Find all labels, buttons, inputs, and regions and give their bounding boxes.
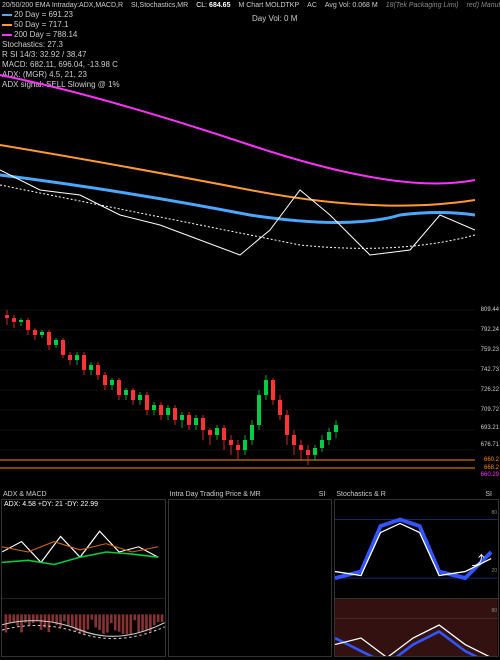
title2: SI,Stochastics,MR — [131, 2, 188, 9]
svg-text:⤴: ⤴ — [472, 553, 485, 568]
title: 20/50/200 EMA Intraday:ADX,MACD,R — [2, 2, 123, 9]
indicator-panels: ADX: 4.58 +DY: 21 -DY: 22.99 ⤴ 8020 8020 — [0, 498, 500, 658]
stoch-panel: ⤴ 8020 8020 — [334, 499, 499, 657]
adx-macd-panel: ADX: 4.58 +DY: 21 -DY: 22.99 — [1, 499, 166, 657]
adx-readout: ADX: 4.58 +DY: 21 -DY: 22.99 — [4, 501, 98, 508]
candle-chart — [0, 300, 475, 490]
avg-vol: Avg Vol: 0.068 M — [325, 2, 378, 9]
price-axis: 809.44792.24759.23742.73726.22709.72693.… — [475, 300, 500, 490]
ema-chart — [0, 15, 475, 300]
intraday-panel — [168, 499, 333, 657]
